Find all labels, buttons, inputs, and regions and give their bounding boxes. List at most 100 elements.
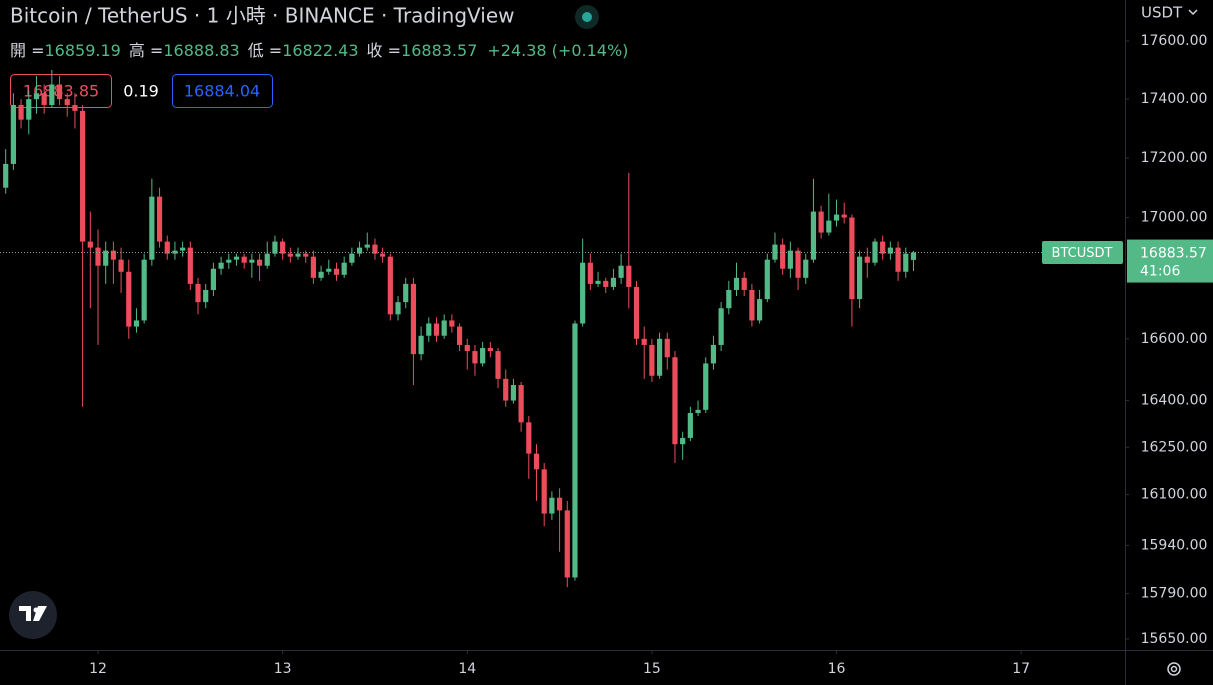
candle-body	[26, 99, 32, 120]
candle-body	[333, 268, 340, 275]
candle-body	[310, 256, 317, 278]
candle-body	[533, 453, 540, 470]
candle-body	[287, 253, 293, 257]
candle-body	[710, 344, 717, 364]
candle-body	[280, 241, 286, 254]
candle-body	[572, 323, 578, 578]
candle-body	[3, 163, 9, 188]
candle-body	[526, 422, 532, 454]
logo[interactable]	[19, 606, 47, 621]
candle-body	[595, 280, 601, 284]
candle-body	[372, 244, 378, 254]
candle-body	[541, 469, 547, 514]
candle-body	[618, 265, 624, 278]
ohlc-label: 低 =	[248, 41, 283, 60]
ask-box[interactable]	[172, 74, 273, 108]
settings-icon[interactable]	[1167, 662, 1181, 676]
currency-caret[interactable]	[1188, 9, 1198, 16]
candle-body	[226, 259, 232, 263]
candle-body	[803, 259, 809, 278]
candle-body	[795, 250, 801, 278]
candle-body	[272, 241, 278, 254]
candle-body	[87, 241, 93, 248]
ohlc-value: 16888.83	[163, 41, 239, 60]
candle-body	[549, 497, 555, 514]
candle-body	[903, 253, 909, 272]
candle-body	[326, 268, 332, 272]
y-tick-label: 16400.00	[1141, 393, 1208, 409]
x-tick-label: 12	[89, 661, 107, 677]
price-label-bg	[1127, 239, 1213, 283]
candle-body	[610, 277, 617, 287]
y-tick-label: 17400.00	[1141, 91, 1208, 107]
candle-body	[256, 259, 263, 266]
candle-body	[764, 259, 770, 300]
candle-body	[649, 344, 655, 376]
candle-body	[33, 93, 40, 100]
candle-body	[233, 256, 240, 260]
candle-body	[249, 259, 255, 263]
chart-title: Bitcoin / TetherUS · 1 小時 · BINANCE · Tr…	[10, 4, 515, 28]
candle-body	[680, 437, 686, 445]
candle-body	[118, 259, 124, 272]
candle-body	[487, 348, 493, 352]
candle-body	[95, 247, 101, 266]
candle-body	[841, 214, 847, 218]
candle-body	[441, 320, 447, 336]
candle-body	[580, 262, 586, 324]
symbol-label: BTCUSDT	[1052, 246, 1113, 261]
candle-body	[472, 351, 478, 364]
candle-body	[664, 338, 670, 358]
candle-body	[110, 250, 116, 260]
candle-body	[149, 196, 155, 260]
candle-body	[356, 247, 363, 254]
candle-body	[295, 253, 301, 257]
candle-body	[733, 277, 740, 290]
candle-body	[880, 241, 886, 254]
logo-bg[interactable]	[9, 591, 57, 639]
candle-body	[180, 247, 186, 251]
candle-body	[387, 256, 393, 315]
candle-body	[741, 277, 747, 290]
candle-body	[264, 253, 270, 266]
candle-body	[395, 302, 401, 315]
candle-body	[141, 259, 147, 321]
candle-body	[187, 247, 193, 284]
ohlc-value: 16822.43	[282, 41, 358, 60]
candle-body	[856, 256, 863, 300]
candle-body	[787, 250, 793, 269]
ohlc-label: 收 =	[367, 41, 402, 60]
candle-body	[49, 84, 55, 105]
candle-body	[164, 241, 170, 254]
candle-body	[695, 409, 701, 413]
candle-body	[380, 253, 386, 257]
candle-body	[426, 323, 432, 336]
candle-body	[518, 385, 524, 423]
candle-body	[456, 326, 463, 345]
candle-body	[641, 338, 647, 345]
candle-body	[864, 256, 870, 263]
candle-body	[449, 320, 455, 327]
bid-box[interactable]	[10, 74, 112, 108]
currency[interactable]: USDT	[1141, 4, 1183, 22]
y-tick-label: 17600.00	[1141, 33, 1208, 49]
ohlc-label: 高 =	[129, 41, 164, 60]
candle-body	[18, 104, 24, 120]
y-tick-label: 17000.00	[1141, 210, 1208, 226]
candle-body	[495, 351, 501, 379]
ohlc-label: 開 =	[10, 41, 45, 60]
logo-dot[interactable]	[33, 607, 39, 613]
candle-body	[718, 308, 724, 345]
candle-body	[103, 250, 109, 266]
candle-body	[626, 265, 632, 287]
candle-body	[833, 214, 840, 221]
countdown: 41:06	[1140, 264, 1180, 280]
candle-body	[872, 241, 878, 263]
candle-body	[203, 289, 209, 303]
candle-body	[56, 84, 63, 100]
candle-body	[895, 247, 901, 272]
candle-body	[633, 286, 640, 339]
y-axis: 17600.00 17400.00 17200.00 17000.00 16600.00…	[1125, 33, 1207, 647]
